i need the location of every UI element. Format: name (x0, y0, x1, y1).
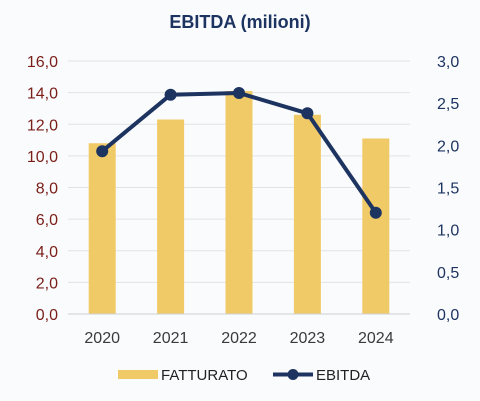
legend-marker-ebitda (287, 369, 299, 380)
point-ebitda-2023 (301, 107, 314, 120)
x-tick-label: 2024 (358, 330, 394, 347)
chart-title: EBITDA (milioni) (169, 12, 310, 32)
right-axis: 0,0 0,5 1,0 1,5 2,0 2,5 3,0 (437, 54, 459, 324)
bar-fatturato-2023 (293, 114, 321, 314)
left-tick-label: 10,0 (27, 149, 58, 166)
legend: FATTURATO EBITDA (118, 367, 370, 384)
left-tick-label: 8,0 (36, 181, 58, 198)
right-tick-label: 1,0 (437, 223, 459, 240)
bar-fatturato-2021 (157, 119, 185, 314)
right-tick-label: 1,5 (437, 181, 459, 198)
left-tick-label: 0,0 (36, 307, 58, 324)
right-tick-label: 0,0 (437, 307, 459, 324)
right-tick-label: 2,0 (437, 138, 459, 155)
x-tick-label: 2023 (290, 330, 326, 347)
x-tick-label: 2021 (153, 330, 189, 347)
left-tick-label: 16,0 (27, 54, 58, 71)
x-tick-label: 2022 (221, 330, 257, 347)
point-ebitda-2024 (369, 206, 382, 219)
x-axis: 2020 2021 2022 2023 2024 (68, 313, 410, 347)
left-axis: 0,0 2,0 4,0 6,0 8,0 10,0 12,0 14,0 16,0 (27, 54, 58, 324)
x-tick-label: 2020 (84, 330, 120, 347)
legend-swatch-fatturato (118, 370, 158, 379)
bar-series-fatturato (88, 91, 390, 314)
left-tick-label: 4,0 (36, 244, 58, 261)
left-tick-label: 6,0 (36, 212, 58, 229)
left-tick-label: 2,0 (36, 275, 58, 292)
right-tick-label: 2,5 (437, 96, 459, 113)
line-series-ebitda (96, 87, 382, 219)
legend-label-fatturato: FATTURATO (161, 367, 248, 384)
point-ebitda-2020 (96, 145, 109, 158)
bar-fatturato-2024 (362, 138, 390, 314)
bar-fatturato-2020 (88, 143, 116, 314)
legend-label-ebitda: EBITDA (316, 367, 370, 384)
right-tick-label: 0,5 (437, 265, 459, 282)
left-tick-label: 14,0 (27, 86, 58, 103)
right-tick-label: 3,0 (437, 54, 459, 71)
point-ebitda-2021 (164, 88, 177, 101)
point-ebitda-2022 (233, 87, 245, 100)
left-tick-label: 12,0 (27, 117, 58, 134)
bar-fatturato-2022 (225, 91, 253, 314)
